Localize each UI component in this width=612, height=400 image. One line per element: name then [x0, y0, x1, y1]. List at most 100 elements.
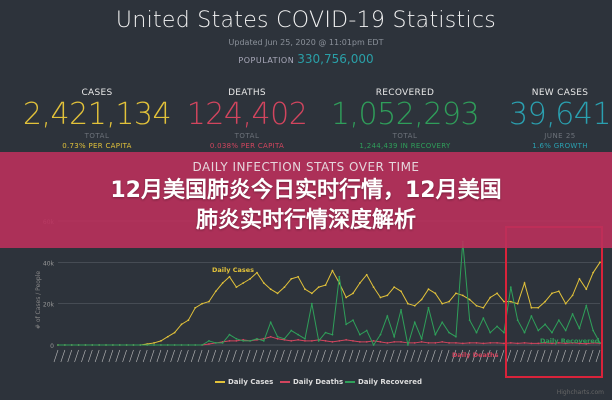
data-point — [564, 302, 567, 305]
data-point — [592, 271, 595, 274]
data-point — [496, 292, 498, 295]
x-tick-mark — [437, 349, 443, 363]
data-point — [420, 341, 423, 343]
x-tick-mark — [527, 349, 532, 363]
data-point — [571, 294, 574, 297]
stat-value: 39,641 — [509, 97, 611, 132]
data-point — [304, 288, 306, 291]
legend-line-icon — [345, 381, 355, 383]
series-line-daily-cases — [58, 262, 601, 346]
x-tick-mark — [266, 349, 271, 363]
data-point — [352, 339, 354, 342]
stat-label: NEW CASES — [531, 88, 589, 98]
stat-label: CASES — [81, 88, 113, 98]
data-point — [523, 331, 526, 334]
x-tick-mark — [561, 349, 566, 363]
data-point — [379, 333, 382, 336]
population: POPULATION 330,756,000 — [0, 52, 612, 66]
x-tick-mark — [431, 349, 436, 363]
data-point — [551, 292, 553, 295]
data-point — [324, 331, 327, 334]
data-point — [599, 261, 601, 264]
x-tick-mark — [101, 349, 107, 363]
x-tick-mark — [245, 349, 251, 363]
data-point — [345, 338, 348, 341]
data-point — [57, 344, 59, 346]
data-point — [221, 342, 224, 344]
x-tick-mark — [403, 349, 409, 363]
stat-subtext: 1,244,439 IN RECOVERY — [359, 142, 451, 150]
data-point — [564, 329, 567, 332]
x-tick-mark — [129, 349, 134, 363]
x-tick-mark — [513, 349, 518, 363]
x-tick-mark — [479, 349, 484, 363]
x-tick-mark — [568, 349, 573, 363]
data-point — [269, 335, 272, 338]
x-tick-mark — [142, 349, 148, 363]
x-tick-mark — [314, 349, 319, 363]
data-point — [516, 302, 519, 305]
data-point — [379, 296, 382, 299]
stat-new-cases: NEW CASES 39,641 JUNE 25 1.6% GROWTH — [480, 88, 612, 150]
data-point — [338, 339, 341, 342]
data-point — [592, 342, 595, 344]
data-point — [599, 342, 601, 344]
data-point — [283, 286, 286, 289]
data-point — [194, 306, 197, 309]
series-label: Daily Cases — [212, 266, 254, 274]
x-tick-mark — [197, 349, 203, 363]
headline-line-1: 12月美国肺炎今日实时行情，12月美国 — [110, 178, 502, 203]
data-point — [173, 331, 176, 334]
data-point — [297, 338, 300, 341]
data-point — [503, 300, 505, 303]
x-tick-mark — [575, 349, 580, 363]
x-tick-mark — [293, 349, 299, 363]
data-point — [386, 342, 389, 344]
data-point — [544, 342, 547, 344]
stat-subtext: 0.73% PER CAPITA — [62, 142, 132, 150]
data-point — [420, 298, 423, 301]
data-point — [358, 341, 361, 343]
stat-subtext: 1.6% GROWTH — [532, 142, 588, 150]
data-point — [372, 344, 375, 346]
data-point — [208, 300, 210, 303]
x-tick-mark — [396, 349, 402, 363]
data-point — [455, 335, 457, 338]
x-tick-mark — [410, 349, 416, 363]
x-tick-mark — [259, 349, 265, 363]
highcharts-credit[interactable]: Highcharts.com — [556, 389, 604, 396]
data-point — [468, 319, 471, 322]
data-point — [345, 323, 348, 326]
data-point — [578, 277, 581, 280]
x-tick-mark — [328, 349, 333, 363]
data-point — [338, 275, 341, 278]
y-tick-label: 20k — [43, 302, 55, 309]
x-tick-mark — [81, 349, 86, 363]
legend-daily-deaths[interactable]: Daily Deaths — [280, 378, 343, 386]
data-point — [578, 342, 581, 345]
x-tick-mark — [238, 349, 244, 363]
data-point — [557, 319, 560, 322]
x-tick-mark — [67, 349, 73, 363]
x-tick-mark — [472, 349, 477, 363]
x-tick-mark — [136, 349, 141, 363]
legend-line-icon — [280, 381, 290, 383]
x-tick-mark — [232, 349, 237, 363]
data-point — [125, 344, 128, 346]
data-point — [571, 313, 574, 315]
legend-daily-recovered[interactable]: Daily Recovered — [345, 378, 422, 386]
x-tick-mark — [348, 349, 354, 363]
data-point — [427, 342, 430, 344]
headline-line-2: 肺炎实时行情深度解析 — [195, 208, 416, 233]
x-tick-mark — [341, 349, 347, 363]
data-point — [358, 333, 361, 336]
x-tick-mark — [122, 349, 127, 363]
x-tick-mark — [204, 349, 210, 363]
data-point — [516, 342, 519, 345]
data-point — [146, 344, 149, 346]
x-tick-mark — [499, 349, 505, 363]
data-point — [118, 344, 121, 346]
legend-daily-cases[interactable]: Daily Cases — [215, 378, 273, 386]
data-point — [132, 344, 135, 346]
data-point — [489, 342, 492, 344]
